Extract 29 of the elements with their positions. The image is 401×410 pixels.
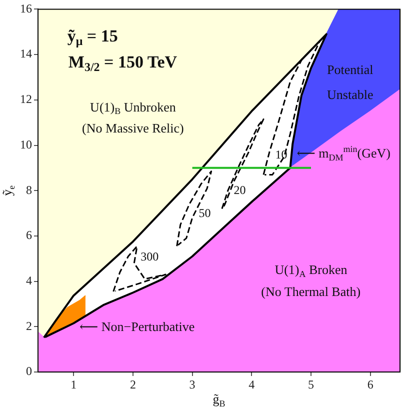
y-tick-label: 6	[26, 228, 32, 242]
series-label: 20	[234, 182, 246, 197]
series-label: 10	[275, 148, 288, 162]
y-tick-label: 4	[26, 273, 32, 288]
line-series	[176, 170, 212, 247]
y-tick-label: 0	[26, 364, 32, 378]
annotation: ⟵ Non−Perturbative	[80, 318, 195, 334]
annotation: (No Thermal Bath)	[261, 284, 361, 300]
x-tick-label: 1	[70, 377, 77, 392]
y-tick-label: 16	[20, 1, 32, 16]
line-series	[262, 40, 321, 176]
x-tick-label: 4	[248, 377, 255, 392]
x-tick-label: 2	[130, 377, 136, 392]
annotation: (No Massive Relic)	[82, 120, 184, 136]
x-tick-label: 5	[308, 377, 314, 392]
y-tick-label: 2	[26, 318, 32, 333]
y-tick-label: 10	[20, 137, 32, 152]
x-tick-label: 6	[367, 377, 374, 392]
y-axis-title: ỹe	[0, 185, 16, 196]
line-series	[221, 118, 264, 210]
x-tick-label: 3	[189, 377, 196, 392]
y-tick-label: 8	[26, 182, 32, 197]
annotation: Unstable	[327, 86, 374, 102]
series-label: 300	[140, 250, 159, 264]
line-series	[112, 245, 166, 292]
y-tick-label: 14	[20, 46, 32, 61]
y-tick-label: 12	[20, 92, 32, 106]
series-label: 50	[198, 206, 211, 220]
annotation: Potential	[327, 62, 374, 77]
